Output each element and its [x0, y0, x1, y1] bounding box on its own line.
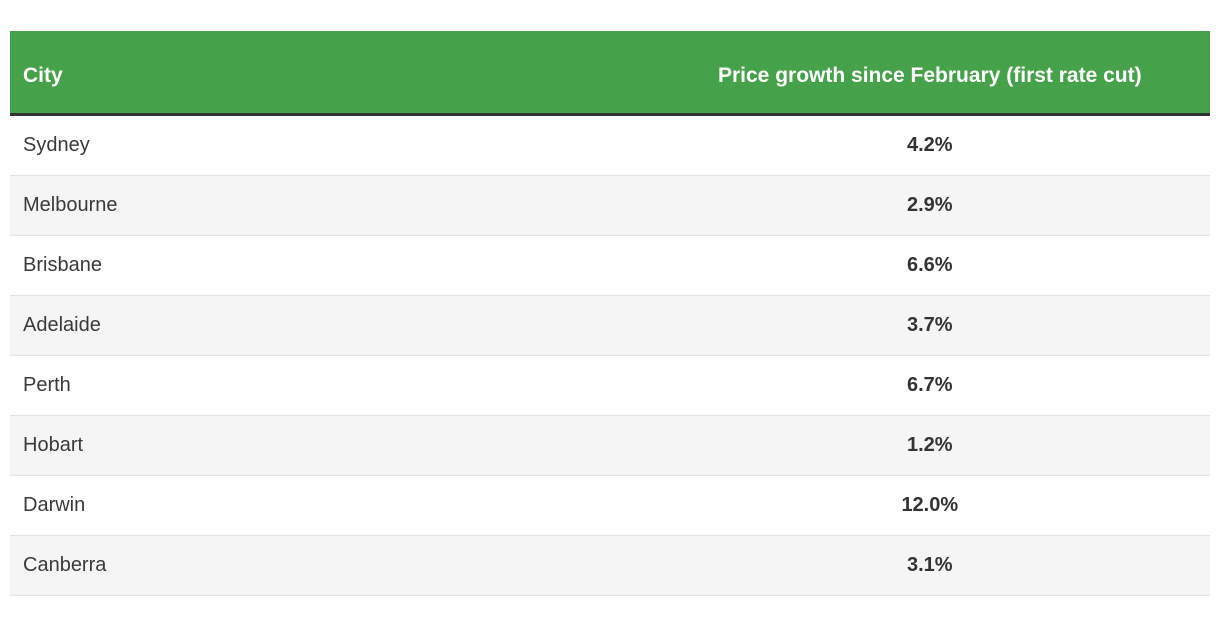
- header-label-price-growth: Price growth since February (first rate …: [717, 64, 1142, 87]
- value-cell: 6.6%: [649, 235, 1210, 296]
- header-row: City Price growth since February (first …: [10, 31, 1210, 116]
- header-cell-price-growth: Price growth since February (first rate …: [649, 31, 1210, 116]
- table-row: Sydney 4.2%: [10, 114, 1210, 176]
- table-row: Canberra 3.1%: [10, 535, 1210, 596]
- city-cell: Sydney: [10, 114, 650, 176]
- value-cell: 3.7%: [649, 295, 1210, 356]
- value-cell: 1.2%: [649, 415, 1210, 476]
- header-cell-city: City: [10, 31, 650, 116]
- table-row: Perth 6.7%: [10, 355, 1210, 416]
- page: City Price growth since February (first …: [10, 31, 1210, 596]
- city-cell: Darwin: [10, 475, 650, 536]
- city-cell: Brisbane: [10, 235, 650, 296]
- table-row: Darwin 12.0%: [10, 475, 1210, 536]
- city-cell: Canberra: [10, 535, 650, 596]
- city-cell: Adelaide: [10, 295, 650, 356]
- table-row: Brisbane 6.6%: [10, 235, 1210, 296]
- header-label-city: City: [23, 64, 63, 87]
- value-cell: 6.7%: [649, 355, 1210, 416]
- price-growth-table: City Price growth since February (first …: [10, 31, 1210, 596]
- value-cell: 3.1%: [649, 535, 1210, 596]
- table-row: Hobart 1.2%: [10, 415, 1210, 476]
- value-cell: 2.9%: [649, 175, 1210, 236]
- city-cell: Hobart: [10, 415, 650, 476]
- table-row: Adelaide 3.7%: [10, 295, 1210, 356]
- table-header: City Price growth since February (first …: [10, 31, 1210, 116]
- city-cell: Melbourne: [10, 175, 650, 236]
- city-cell: Perth: [10, 355, 650, 416]
- table-row: Melbourne 2.9%: [10, 175, 1210, 236]
- table-body: Sydney 4.2% Melbourne 2.9% Brisbane 6.6%…: [10, 114, 1210, 596]
- value-cell: 4.2%: [649, 114, 1210, 176]
- value-cell: 12.0%: [649, 475, 1210, 536]
